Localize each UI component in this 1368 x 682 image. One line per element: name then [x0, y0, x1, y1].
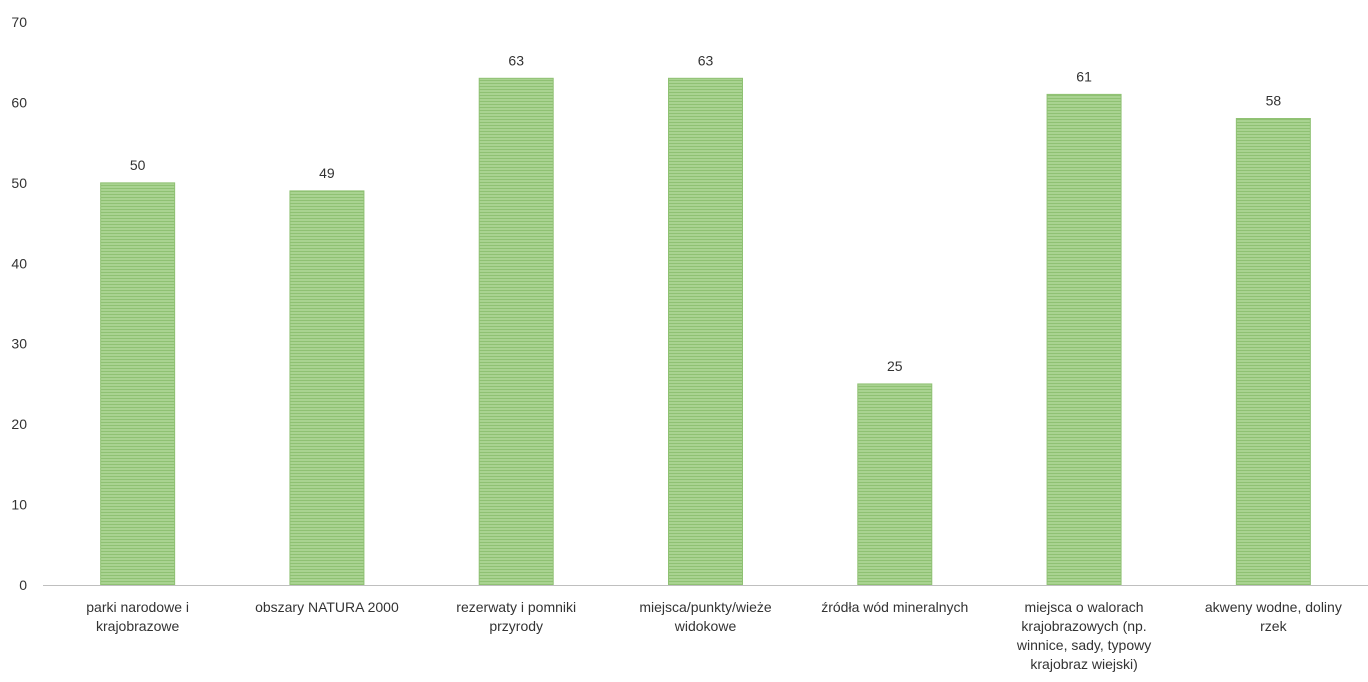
- y-tick-label: 50: [11, 175, 27, 191]
- x-category-label-line: widokowe: [674, 618, 737, 634]
- y-tick-label: 40: [11, 255, 27, 271]
- data-labels-group: 50 49 63 63 25 61 58: [130, 52, 1282, 374]
- x-category-label-line: obszary NATURA 2000: [255, 599, 399, 615]
- x-category-label-line: rzek: [1260, 618, 1287, 634]
- data-label: 58: [1266, 93, 1282, 109]
- y-tick-label: 10: [11, 497, 27, 513]
- x-category-label-line: parki narodowe i: [86, 599, 189, 615]
- y-tick-label: 70: [11, 14, 27, 30]
- x-category-label-line: akweny wodne, doliny: [1205, 599, 1342, 615]
- x-category-label: akweny wodne, doliny rzek: [1205, 599, 1342, 634]
- x-category-label: obszary NATURA 2000: [255, 599, 399, 615]
- data-label: 50: [130, 157, 146, 173]
- x-category-label: miejsca/punkty/wieże widokowe: [639, 599, 771, 634]
- x-category-label-line: krajobrazowe: [96, 618, 179, 634]
- x-category-label: miejsca o walorach krajobrazowych (np. win…: [1016, 599, 1151, 672]
- data-label: 49: [319, 165, 335, 181]
- bar: [100, 182, 176, 586]
- data-label: 63: [698, 52, 714, 68]
- bar: [478, 77, 554, 586]
- bars-group: [100, 77, 1311, 586]
- data-label: 61: [1076, 68, 1092, 84]
- x-category-label: parki narodowe i krajobrazowe: [86, 599, 189, 634]
- x-category-label-line: przyrody: [489, 618, 543, 634]
- bar: [289, 190, 365, 586]
- data-label: 63: [508, 52, 524, 68]
- x-category-label-line: krajobraz wiejski): [1030, 656, 1137, 672]
- y-tick-label: 30: [11, 336, 27, 352]
- y-tick-label: 0: [19, 577, 27, 593]
- x-axis-category-labels: parki narodowe i krajobrazowe obszary NATU…: [86, 599, 1342, 672]
- x-category-label-line: źródła wód mineralnych: [821, 599, 968, 615]
- bar: [857, 383, 933, 586]
- y-axis-tick-labels: 0 10 20 30 40 50 60 70: [11, 14, 27, 593]
- x-category-label-line: winnice, sady, typowy: [1016, 637, 1151, 653]
- x-category-label-line: miejsca o walorach: [1025, 599, 1144, 615]
- x-category-label-line: rezerwaty i pomniki: [456, 599, 576, 615]
- bar: [668, 77, 743, 586]
- x-category-label-line: miejsca/punkty/wieże: [639, 599, 771, 615]
- x-category-label-line: krajobrazowych (np.: [1021, 618, 1146, 634]
- data-label: 25: [887, 358, 903, 374]
- x-category-label: rezerwaty i pomniki przyrody: [456, 599, 576, 634]
- x-category-label: źródła wód mineralnych: [821, 599, 968, 615]
- bar: [1235, 118, 1311, 586]
- y-tick-label: 60: [11, 94, 27, 110]
- y-tick-label: 20: [11, 416, 27, 432]
- bar: [1046, 93, 1122, 586]
